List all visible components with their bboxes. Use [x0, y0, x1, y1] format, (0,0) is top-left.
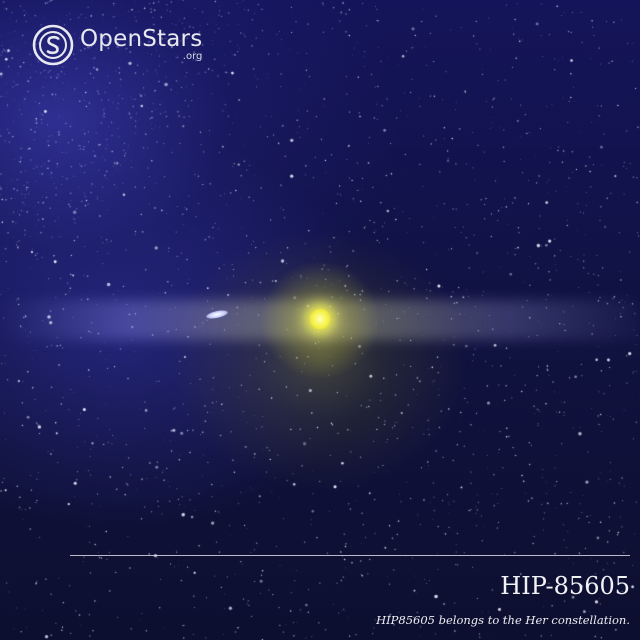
caption-divider — [70, 555, 630, 556]
s-circle-logo-icon — [32, 24, 74, 66]
target-star — [309, 308, 331, 330]
star-designation: HIP-85605 — [500, 572, 630, 600]
logo-name: OpenStars — [80, 26, 203, 52]
star-caption: HIP85605 belongs to the Her constellatio… — [376, 613, 630, 627]
openstars-logo[interactable]: OpenStars .org — [32, 22, 202, 68]
logo-tld: .org — [182, 51, 203, 62]
